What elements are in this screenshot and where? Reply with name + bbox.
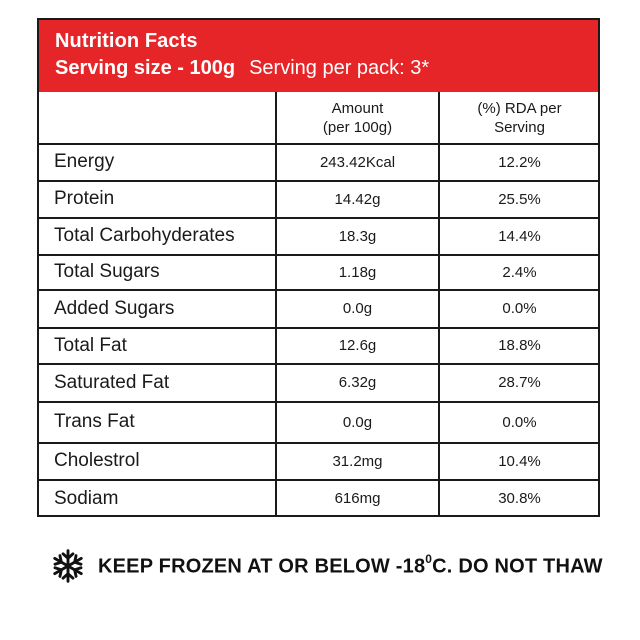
nutrient-name: Added Sugars	[54, 297, 175, 319]
nutrient-amount: 243.42Kcal	[319, 153, 396, 171]
serving-info: Serving size - 100g Serving per pack: 3*	[55, 57, 429, 80]
row-divider	[39, 180, 598, 182]
nutrient-rda: 25.5%	[498, 190, 541, 208]
nutrient-row-protein: Protein 14.42g 25.5%	[39, 181, 598, 217]
rda-column-header: (%) RDA per Serving	[439, 92, 600, 144]
rda-header-line1: (%) RDA per	[477, 100, 562, 117]
row-divider	[39, 327, 598, 329]
nutrient-rda: 0.0%	[502, 413, 537, 431]
nutrient-rda: 2.4%	[502, 263, 537, 281]
nutrient-name: Total Sugars	[54, 261, 160, 282]
storage-text: KEEP FROZEN AT OR BELOW -180C. DO NOT TH…	[98, 551, 603, 579]
nutrition-facts-label: Nutrition Facts Serving size - 100g Servi…	[37, 18, 600, 517]
snowflake-icon	[53, 549, 83, 583]
nutrient-row-sodiam: Sodiam 616mg 30.8%	[39, 480, 598, 517]
nutrient-amount: 31.2mg	[332, 452, 383, 470]
nutrition-table: Amount (per 100g) (%) RDA per Serving En…	[39, 92, 598, 517]
nutrient-name: Trans Fat	[54, 411, 135, 432]
amount-column-header: Amount (per 100g)	[276, 92, 439, 144]
row-divider	[39, 217, 598, 219]
nutrient-amount: 12.6g	[338, 337, 377, 354]
rda-header-line2: Serving	[494, 119, 545, 136]
nutrition-header: Nutrition Facts Serving size - 100g Servi…	[39, 20, 598, 92]
nutrient-amount: 6.32g	[338, 374, 377, 391]
nutrient-row-energy: Energy 243.42Kcal 12.2%	[39, 144, 598, 180]
nutrient-row-total-fat: Total Fat 12.6g 18.8%	[39, 328, 598, 363]
nutrient-amount: 1.18g	[338, 263, 377, 281]
row-divider	[39, 143, 598, 145]
nutrient-rda: 14.4%	[498, 227, 541, 245]
row-divider	[39, 479, 598, 481]
nutrition-title: Nutrition Facts	[55, 30, 198, 52]
nutrient-rda: 30.8%	[498, 490, 541, 507]
nutrient-row-carbohydrates: Total Carbohyderates 18.3g 14.4%	[39, 218, 598, 254]
nutrient-name: Energy	[54, 151, 115, 172]
nutrient-name: Protein	[54, 188, 115, 209]
serving-per-pack: Serving per pack: 3*	[249, 57, 430, 79]
nutrient-name: Total Carbohyderates	[54, 225, 235, 246]
nutrient-row-cholestrol: Cholestrol 31.2mg 10.4%	[39, 443, 598, 479]
row-divider	[39, 442, 598, 444]
nutrient-row-trans-fat: Trans Fat 0.0g 0.0%	[39, 402, 598, 442]
amount-header-line1: Amount	[331, 100, 384, 117]
nutrient-name: Saturated Fat	[54, 371, 170, 393]
row-divider	[39, 363, 598, 365]
row-divider	[39, 254, 598, 256]
nutrient-row-saturated-fat: Saturated Fat 6.32g 28.7%	[39, 364, 598, 401]
serving-size: Serving size - 100g	[55, 57, 236, 79]
degree-symbol: 0	[425, 551, 433, 566]
nutrient-rda: 0.0%	[502, 300, 537, 317]
nutrient-rda: 12.2%	[498, 153, 541, 171]
nutrient-amount: 18.3g	[338, 227, 377, 245]
nutrient-name: Cholestrol	[54, 450, 140, 471]
column-divider	[438, 92, 440, 517]
amount-header-line2: (per 100g)	[322, 119, 393, 136]
column-divider	[275, 92, 277, 517]
nutrient-row-added-sugars: Added Sugars 0.0g 0.0%	[39, 290, 598, 327]
nutrient-amount: 616mg	[334, 490, 381, 507]
nutrient-name: Sodiam	[54, 487, 119, 509]
nutrient-rda: 28.7%	[498, 374, 541, 391]
nutrient-amount: 0.0g	[342, 413, 373, 431]
nutrient-row-total-sugars: Total Sugars 1.18g 2.4%	[39, 255, 598, 289]
row-divider	[39, 401, 598, 403]
nutrient-rda: 10.4%	[498, 452, 541, 470]
row-divider	[39, 289, 598, 291]
nutrient-amount: 14.42g	[334, 190, 381, 208]
nutrient-amount: 0.0g	[342, 300, 373, 317]
storage-text-part1: KEEP FROZEN AT OR BELOW -18	[98, 555, 426, 578]
nutrient-name: Total Fat	[54, 334, 127, 356]
nutrient-rda: 18.8%	[498, 337, 541, 354]
storage-text-part2: C. DO NOT THAW	[432, 555, 603, 578]
storage-instruction: KEEP FROZEN AT OR BELOW -180C. DO NOT TH…	[50, 546, 603, 586]
